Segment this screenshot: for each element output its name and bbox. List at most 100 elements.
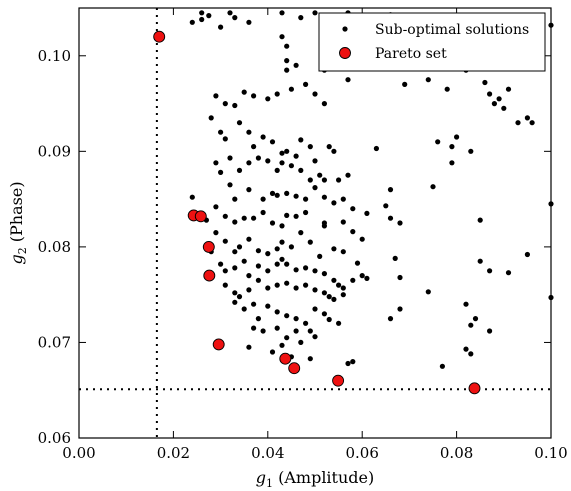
suboptimal-point [298, 15, 304, 21]
suboptimal-point [241, 215, 247, 221]
suboptimal-point [430, 184, 436, 190]
suboptimal-point [326, 294, 332, 300]
suboptimal-point [472, 316, 479, 322]
y-tick-label: 0.07 [38, 333, 71, 351]
suboptimal-point [468, 322, 474, 328]
suboptimal-point [364, 210, 370, 216]
suboptimal-point [213, 160, 219, 166]
suboptimal-point [307, 239, 313, 245]
suboptimal-point [350, 206, 356, 212]
suboptimal-point [260, 209, 266, 216]
suboptimal-point [373, 145, 379, 152]
suboptimal-point [449, 160, 455, 166]
suboptimal-point [496, 96, 502, 102]
suboptimal-point [236, 294, 243, 300]
suboptimal-point [236, 244, 243, 250]
suboptimal-point [218, 24, 224, 30]
suboptimal-point [312, 306, 318, 312]
suboptimal-point [213, 204, 219, 210]
suboptimal-point [279, 10, 285, 16]
x-tick-label: 0.02 [157, 444, 190, 462]
suboptimal-point [288, 163, 294, 169]
suboptimal-point [222, 268, 228, 274]
pareto-point [279, 352, 292, 365]
suboptimal-point [227, 182, 233, 188]
suboptimal-point [293, 213, 299, 219]
suboptimal-point [246, 19, 252, 25]
suboptimal-point [298, 137, 304, 143]
suboptimal-point [317, 172, 323, 178]
legend-marker [339, 47, 351, 59]
suboptimal-point [293, 62, 299, 68]
suboptimal-point [482, 79, 488, 86]
suboptimal-point [279, 160, 285, 166]
suboptimal-point [265, 251, 271, 257]
suboptimal-point [326, 144, 332, 150]
suboptimal-point [246, 236, 252, 242]
suboptimal-point [463, 346, 469, 352]
suboptimal-point [303, 265, 309, 271]
x-tick-label: 0.10 [534, 444, 567, 462]
legend: Sub-optimal solutions Pareto set [318, 12, 546, 72]
suboptimal-point [246, 129, 252, 135]
suboptimal-point [340, 249, 346, 255]
suboptimal-point [236, 120, 243, 126]
suboptimal-point [232, 102, 238, 109]
suboptimal-point [269, 349, 276, 355]
suboptimal-point [312, 91, 318, 97]
suboptimal-point [222, 101, 228, 107]
suboptimal-point [222, 238, 228, 244]
suboptimal-point [321, 101, 327, 107]
suboptimal-point [524, 251, 531, 258]
suboptimal-point [222, 282, 228, 288]
suboptimal-point [232, 290, 238, 296]
suboptimal-point [298, 339, 304, 345]
suboptimal-point [303, 196, 309, 202]
suboptimal-point [340, 196, 346, 202]
suboptimal-point [227, 10, 233, 16]
suboptimal-point [236, 167, 243, 173]
y-axis-label-subscript: 2 [16, 247, 29, 254]
suboptimal-point [444, 86, 450, 92]
suboptimal-point [288, 86, 294, 92]
suboptimal-point [265, 158, 271, 164]
y-tick-label: 0.10 [38, 47, 71, 65]
suboptimal-point [241, 258, 247, 264]
pareto-point [288, 362, 301, 375]
suboptimal-point [274, 325, 280, 331]
suboptimal-point [274, 261, 280, 267]
suboptimal-point [340, 292, 346, 298]
suboptimal-point [222, 213, 228, 219]
suboptimal-point [524, 115, 531, 121]
pareto-point [468, 382, 481, 395]
suboptimal-point [218, 129, 224, 135]
suboptimal-point [331, 246, 337, 252]
suboptimal-point [354, 260, 361, 266]
suboptimal-point [397, 274, 403, 281]
axis-ticks: 0.00 0.02 0.04 0.06 0.08 0.10 0.06 0.07 0.08 0.09… [38, 8, 568, 462]
suboptimal-point [284, 335, 290, 341]
suboptimal-point [298, 167, 304, 173]
suboptimal-point [487, 268, 493, 274]
suboptimal-point [312, 268, 318, 274]
suboptimal-point [279, 342, 285, 348]
suboptimal-point [284, 261, 290, 267]
suboptimal-point [477, 217, 483, 223]
suboptimal-point [284, 43, 290, 49]
suboptimal-point [265, 96, 271, 102]
suboptimal-point [303, 282, 309, 288]
suboptimal-point [501, 105, 507, 111]
suboptimal-point [331, 277, 337, 283]
suboptimal-point [246, 287, 252, 293]
suboptimal-point [199, 10, 205, 16]
suboptimal-point [312, 10, 318, 16]
suboptimal-point [312, 158, 318, 164]
suboptimal-point [274, 192, 280, 198]
suboptimal-point [255, 277, 261, 283]
x-axis-label: g1 (Amplitude) [256, 468, 374, 490]
suboptimal-point [293, 316, 299, 322]
suboptimal-point [463, 301, 469, 307]
suboptimal-point [260, 196, 266, 202]
suboptimal-point [293, 267, 299, 273]
suboptimal-point [336, 320, 342, 326]
